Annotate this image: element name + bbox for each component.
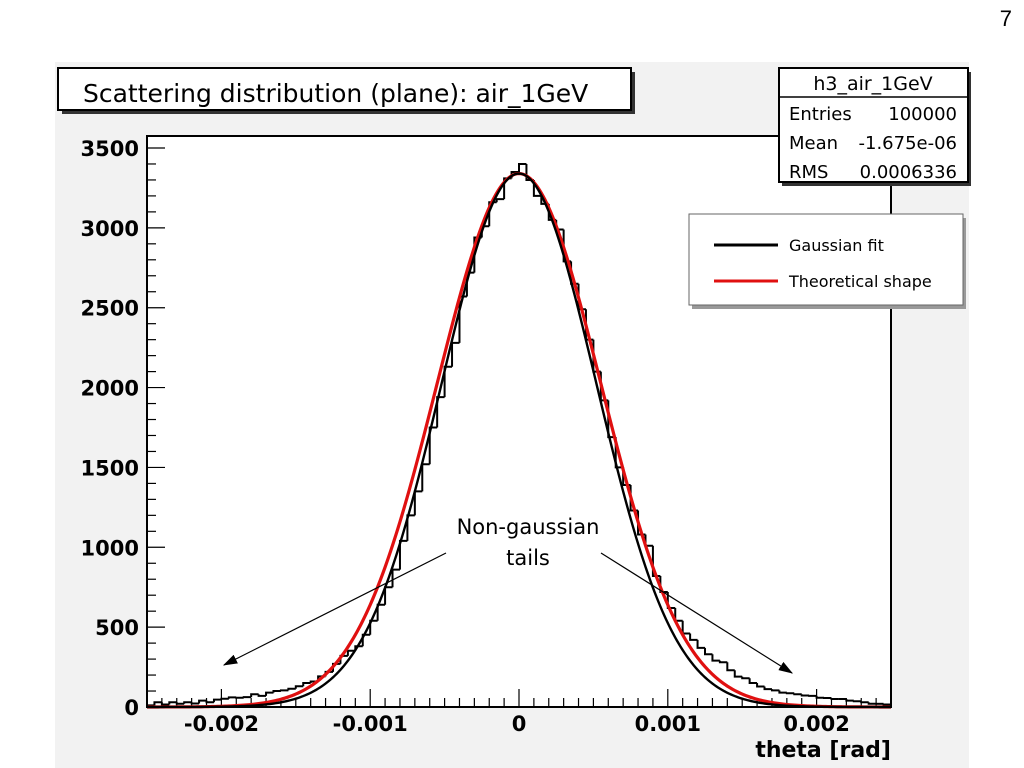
annotation-arrow-right (600, 552, 794, 674)
histogram-bin (704, 647, 713, 656)
stats-rms-value: 0.0006336 (860, 162, 957, 183)
x-axis-label: theta [rad] (755, 738, 891, 763)
histogram-bin (651, 545, 661, 578)
annotation-arrow-left (222, 552, 447, 666)
legend: Gaussian fit Theoretical shape (688, 213, 966, 309)
y-tick-label: 500 (95, 616, 139, 640)
legend-frame (688, 213, 964, 306)
histogram-bin (800, 694, 810, 697)
histogram-bin (198, 699, 207, 704)
histogram-bin (361, 633, 371, 647)
histogram-bin (659, 576, 668, 594)
histogram-bin (785, 692, 795, 695)
y-tick-label: 0 (124, 696, 139, 720)
histogram-bin (257, 694, 267, 697)
histogram-bin (294, 685, 304, 689)
y-tick-label: 3500 (81, 137, 139, 161)
gaussian-fit-curve (147, 172, 891, 709)
annotation-line-1: Non-gaussian (457, 515, 600, 539)
x-tick-label: 0 (512, 712, 527, 736)
legend-label-theoretical-shape: Theoretical shape (788, 272, 932, 291)
histogram-bin (227, 696, 237, 699)
stats-rms-label: RMS (789, 162, 828, 183)
histogram-bin (726, 662, 735, 672)
histogram-bin (279, 689, 289, 692)
histogram-bin (696, 639, 705, 649)
histogram-bin (778, 690, 787, 694)
curves (147, 171, 891, 709)
stats-mean-value: -1.675e-06 (859, 133, 958, 154)
histogram-bin (718, 660, 728, 664)
stats-entries-label: Entries (789, 104, 852, 125)
stats-entries-value: 100000 (888, 104, 957, 125)
histogram-bin (190, 702, 200, 705)
histogram-bin (763, 686, 772, 691)
y-tick-label: 3000 (81, 217, 139, 241)
x-tick-label: -0.001 (333, 712, 408, 736)
stats-box: h3_air_1GeV Entries 100000 Mean -1.675e-… (778, 67, 971, 186)
histogram-bin (168, 701, 177, 705)
legend-label-gaussian-fit: Gaussian fit (789, 236, 884, 255)
histogram-bin (882, 703, 891, 706)
histogram-bin (756, 683, 765, 688)
histogram-bin (242, 696, 252, 699)
histogram-bin (495, 198, 505, 203)
histogram-bin (733, 670, 743, 678)
chart-title: Scattering distribution (plane): air_1Ge… (83, 79, 588, 108)
page-number: 7 (999, 6, 1012, 31)
x-tick-label: 0.002 (783, 712, 849, 736)
x-tick-label: 0.001 (635, 712, 701, 736)
histogram-bin (175, 702, 185, 705)
histogram-bin (428, 426, 438, 465)
histogram-bin (205, 700, 214, 704)
histogram-bin (272, 690, 281, 693)
histogram-bin (852, 700, 862, 703)
histogram-bin (741, 676, 750, 680)
histogram-bin (830, 698, 839, 701)
histogram-bin (220, 697, 229, 700)
histogram-bin (183, 701, 192, 704)
histogram-bin (867, 702, 877, 705)
stats-box-frame (778, 67, 969, 183)
y-tick-label: 2000 (81, 377, 139, 401)
histogram-bin (770, 689, 780, 692)
y-tick-label: 1000 (81, 536, 139, 560)
annotation-line-2: tails (506, 546, 550, 570)
histogram-bin (845, 699, 854, 702)
histogram-bin (332, 662, 341, 672)
x-tick-label: -0.002 (184, 712, 259, 736)
histogram-bin (153, 701, 162, 706)
histogram-bin (302, 682, 311, 687)
histogram-bin (518, 162, 527, 172)
histogram-bin (160, 702, 170, 706)
stats-mean-label: Mean (789, 133, 838, 154)
histogram-bin (250, 693, 259, 698)
histogram-bin (860, 701, 869, 704)
y-tick-label: 2500 (81, 297, 139, 321)
title-box (57, 67, 632, 111)
histogram-bin (711, 654, 720, 662)
histogram-bin (793, 693, 802, 696)
stats-box-title: h3_air_1GeV (813, 73, 932, 95)
plot-frame (146, 135, 892, 708)
histogram-bin (287, 687, 296, 691)
histogram-bin (689, 633, 698, 641)
histogram-bin (748, 678, 758, 685)
histogram-bin (212, 698, 222, 703)
y-tick-label: 1500 (81, 456, 139, 480)
histogram-bin (346, 649, 356, 656)
histogram-bin (265, 691, 274, 696)
histogram-bin (815, 695, 825, 699)
